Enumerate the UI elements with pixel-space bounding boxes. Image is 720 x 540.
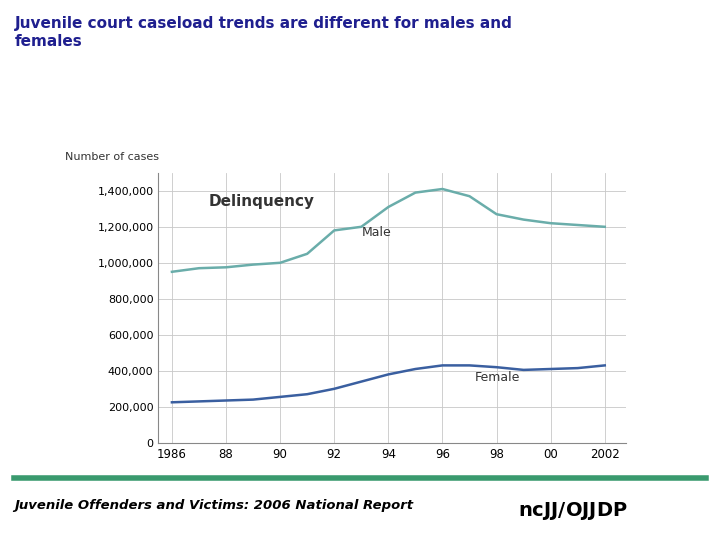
Text: Juvenile Offenders and Victims: 2006 National Report: Juvenile Offenders and Victims: 2006 Nat…: [14, 500, 413, 512]
Text: $\bf{ncJJ}$/$\bf{OJJDP}$: $\bf{ncJJ}$/$\bf{OJJDP}$: [518, 500, 628, 522]
Text: Male: Male: [361, 226, 391, 239]
Text: Delinquency: Delinquency: [208, 194, 315, 210]
Text: Female: Female: [475, 370, 521, 384]
Text: Juvenile court caseload trends are different for males and
females: Juvenile court caseload trends are diffe…: [14, 16, 512, 49]
Text: Number of cases: Number of cases: [65, 152, 159, 162]
